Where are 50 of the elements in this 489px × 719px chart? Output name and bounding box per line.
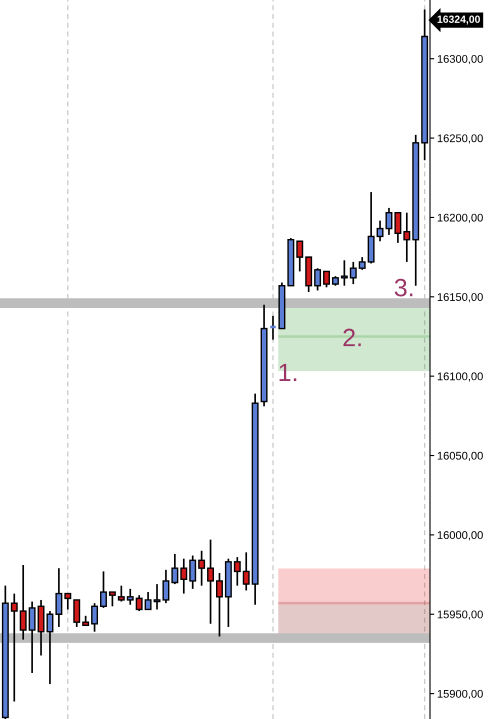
candlestick [198, 550, 206, 587]
candlestick [73, 599, 80, 628]
candlestick [20, 564, 27, 640]
candlestick [126, 588, 134, 606]
y-tick-label: 16000,00 [438, 531, 483, 540]
y-tick-label: 16300,00 [438, 54, 483, 64]
candlestick [171, 553, 178, 585]
candlestick [216, 572, 223, 638]
y-tick-label: 16150,00 [438, 293, 483, 302]
candlestick [268, 315, 278, 340]
candlestick [180, 558, 188, 594]
candlestick [91, 602, 98, 633]
candlestick [144, 591, 152, 610]
y-tick-label: 15900,00 [438, 690, 483, 700]
candlestick [242, 552, 250, 592]
candlestick [108, 591, 116, 608]
candlestick [386, 207, 392, 236]
text: 16324,00 [438, 16, 480, 24]
y-tick-label: 16200,00 [438, 214, 483, 223]
candlestick [136, 594, 143, 612]
candlestick [28, 600, 36, 674]
candlestick [64, 592, 72, 610]
candlestick [154, 583, 160, 610]
candlestick [403, 212, 410, 263]
candlestick [296, 240, 304, 272]
candlestick [118, 584, 125, 602]
candlestick [82, 614, 90, 626]
candlestick [323, 270, 330, 288]
candlestick [55, 567, 62, 628]
candlestick [100, 570, 107, 609]
candlestick [358, 256, 366, 271]
candlestick [314, 267, 322, 292]
y-tick-label: 16100,00 [438, 372, 483, 382]
candlestick [394, 212, 402, 244]
candlestick [10, 592, 18, 702]
candlestick [350, 261, 357, 285]
candlestick [234, 556, 241, 587]
candlestick [207, 538, 214, 625]
candlestick [189, 554, 196, 590]
candlestick [340, 259, 348, 287]
annotation: 1. [280, 364, 296, 382]
y-tick-label: 15950,00 [438, 610, 483, 620]
y-tick-label: 16050,00 [438, 452, 483, 461]
candlestick [162, 568, 170, 604]
candlestick [46, 610, 54, 685]
annotation: 2. [343, 328, 361, 346]
candlestick [376, 220, 384, 242]
candlestick [332, 275, 339, 287]
y-tick-label: 16250,00 [438, 134, 483, 144]
annotation: 3. [394, 278, 412, 296]
